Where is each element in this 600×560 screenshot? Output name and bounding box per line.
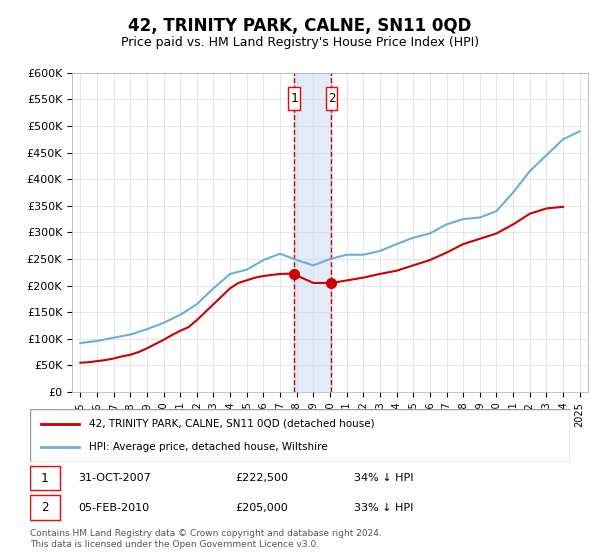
Text: 42, TRINITY PARK, CALNE, SN11 0QD (detached house): 42, TRINITY PARK, CALNE, SN11 0QD (detac… xyxy=(89,419,375,429)
Text: HPI: Average price, detached house, Wiltshire: HPI: Average price, detached house, Wilt… xyxy=(89,442,328,452)
Text: Price paid vs. HM Land Registry's House Price Index (HPI): Price paid vs. HM Land Registry's House … xyxy=(121,36,479,49)
Text: 2: 2 xyxy=(328,92,335,105)
Text: 33% ↓ HPI: 33% ↓ HPI xyxy=(354,502,413,512)
FancyBboxPatch shape xyxy=(30,466,60,490)
Text: 1: 1 xyxy=(290,92,298,105)
FancyBboxPatch shape xyxy=(30,409,570,462)
Bar xyxy=(294,73,331,392)
Text: 2: 2 xyxy=(41,501,49,514)
Text: £205,000: £205,000 xyxy=(235,502,288,512)
Text: 34% ↓ HPI: 34% ↓ HPI xyxy=(354,473,413,483)
Text: 1: 1 xyxy=(41,472,49,484)
Text: 31-OCT-2007: 31-OCT-2007 xyxy=(79,473,151,483)
FancyBboxPatch shape xyxy=(326,87,337,110)
Text: 42, TRINITY PARK, CALNE, SN11 0QD: 42, TRINITY PARK, CALNE, SN11 0QD xyxy=(128,17,472,35)
Text: Contains HM Land Registry data © Crown copyright and database right 2024.
This d: Contains HM Land Registry data © Crown c… xyxy=(30,529,382,549)
Text: £222,500: £222,500 xyxy=(235,473,288,483)
Text: 05-FEB-2010: 05-FEB-2010 xyxy=(79,502,150,512)
FancyBboxPatch shape xyxy=(288,87,300,110)
FancyBboxPatch shape xyxy=(30,496,60,520)
